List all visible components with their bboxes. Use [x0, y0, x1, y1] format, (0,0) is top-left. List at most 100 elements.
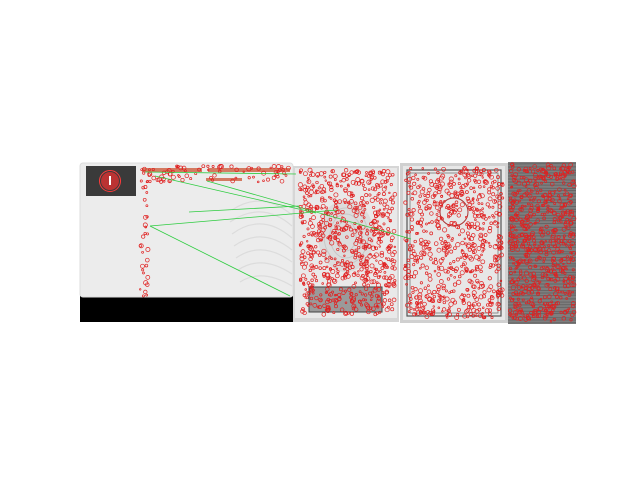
- keypoint-marker: [548, 287, 553, 292]
- keypoint-marker: [567, 200, 572, 206]
- keypoint-marker: [521, 224, 525, 228]
- keypoint-marker: [468, 238, 472, 241]
- keypoint-marker: [490, 316, 494, 320]
- keypoint-marker: [570, 312, 575, 318]
- keypoint-marker: [533, 242, 537, 246]
- keypoint-marker: [421, 187, 426, 191]
- keypoint-marker: [464, 242, 468, 246]
- keypoint-marker: [343, 254, 346, 257]
- keypoint-marker: [512, 258, 516, 261]
- keypoint-marker: [407, 170, 411, 174]
- keypoint-marker: [362, 186, 367, 191]
- keypoint-marker: [206, 164, 210, 168]
- keypoint-marker: [325, 265, 329, 269]
- keypoint-marker: [309, 302, 313, 306]
- keypoint-marker: [307, 195, 310, 198]
- keypoint-marker: [363, 208, 367, 211]
- keypoint-marker: [326, 282, 331, 287]
- keypoint-marker: [544, 308, 549, 313]
- keypoint-marker: [527, 258, 533, 264]
- keypoint-marker: [561, 177, 565, 181]
- keypoint-marker: [481, 176, 484, 179]
- keypoint-marker: [378, 201, 382, 205]
- keypoint-marker: [509, 224, 514, 228]
- keypoint-marker: [424, 314, 430, 319]
- keypoint-marker: [324, 179, 327, 182]
- keypoint-marker: [438, 279, 444, 284]
- keypoint-marker: [325, 206, 328, 210]
- keypoint-marker: [459, 270, 465, 276]
- keypoint-marker: [476, 302, 481, 307]
- keypoint-marker: [418, 288, 423, 294]
- keypoint-marker: [419, 301, 423, 304]
- keypoint-marker: [314, 205, 320, 210]
- keypoint-marker: [536, 206, 541, 210]
- keypoint-marker: [463, 169, 469, 175]
- keypoint-marker: [409, 185, 414, 190]
- keypoint-marker: [569, 318, 573, 322]
- keypoint-marker: [425, 242, 430, 247]
- keypoint-marker: [489, 174, 494, 180]
- keypoint-marker: [279, 178, 285, 184]
- keypoint-marker: [557, 187, 562, 192]
- match-lines: [144, 171, 412, 297]
- keypoint-marker: [409, 211, 415, 217]
- keypoint-marker: [328, 276, 332, 279]
- keypoint-marker: [524, 301, 528, 305]
- keypoint-marker: [303, 197, 307, 202]
- keypoint-marker: [358, 299, 363, 304]
- keypoint-marker: [475, 225, 481, 231]
- keypoint-marker: [516, 189, 520, 193]
- keypoint-marker: [471, 247, 476, 252]
- keypoint-marker: [423, 194, 427, 197]
- keypoint-marker: [470, 200, 475, 205]
- keypoint-marker: [284, 174, 288, 177]
- keypoint-marker: [313, 275, 317, 279]
- keypoint-marker: [464, 216, 468, 219]
- keypoint-marker: [544, 174, 547, 178]
- keypoint-marker: [497, 212, 502, 217]
- keypoint-marker: [361, 200, 366, 205]
- keypoint-marker: [309, 194, 313, 198]
- keypoint-marker: [512, 236, 518, 242]
- keypoint-marker: [533, 243, 536, 247]
- keypoint-marker: [360, 262, 365, 267]
- keypoint-marker: [496, 296, 500, 299]
- keypoint-marker: [534, 180, 537, 183]
- keypoint-marker: [362, 204, 365, 208]
- keypoint-marker: [457, 226, 460, 230]
- keypoint-marker: [307, 291, 311, 296]
- keypoint-marker: [472, 293, 476, 297]
- keypoint-marker: [556, 218, 561, 223]
- keypoint-marker: [229, 164, 234, 169]
- keypoint-marker: [566, 225, 571, 230]
- keypoint-marker: [540, 203, 545, 208]
- keypoint-marker: [371, 306, 376, 312]
- keypoint-marker: [341, 172, 346, 178]
- keypoint-marker: [524, 185, 528, 188]
- keypoint-marker: [561, 269, 564, 273]
- keypoint-marker: [518, 275, 523, 280]
- keypoint-marker: [472, 186, 476, 190]
- keypoint-marker: [377, 294, 380, 298]
- keypoint-marker: [526, 202, 530, 206]
- keypoint-marker: [460, 184, 466, 189]
- keypoint-marker: [525, 284, 528, 287]
- keypoint-marker: [545, 312, 549, 316]
- keypoint-marker: [145, 191, 149, 194]
- keypoint-marker: [467, 278, 473, 284]
- keypoint-marker: [342, 198, 348, 203]
- keypoint-marker: [527, 249, 530, 253]
- keypoint-marker: [321, 251, 327, 257]
- keypoint-marker: [554, 286, 560, 292]
- keypoint-marker: [369, 222, 373, 226]
- keypoint-marker: [161, 176, 166, 182]
- keypoint-marker: [440, 241, 445, 245]
- keypoint-marker: [510, 185, 514, 189]
- keypoint-marker: [353, 241, 359, 246]
- keypoint-marker: [367, 237, 372, 242]
- keypoint-marker: [298, 278, 303, 282]
- keypoint-marker: [533, 196, 537, 200]
- keypoint-marker: [433, 191, 438, 196]
- keypoint-marker: [331, 231, 335, 235]
